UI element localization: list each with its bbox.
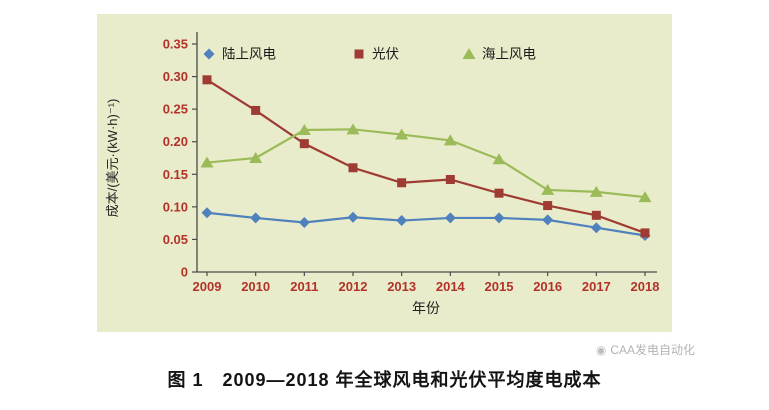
y-tick-label: 0.35 — [163, 37, 188, 52]
y-tick-label: 0.25 — [163, 102, 188, 117]
x-tick-label: 2014 — [436, 279, 466, 294]
y-tick-label: 0.05 — [163, 232, 188, 247]
x-tick-label: 2012 — [339, 279, 368, 294]
figure-caption: 图 1 2009—2018 年全球风电和光伏平均度电成本 — [167, 370, 602, 390]
series-offshore-wind — [200, 123, 652, 203]
axes: 0 0.05 0.10 0.15 0.20 0.25 0.30 0.35 2009 2010 201… — [105, 32, 659, 316]
legend: 陆上风电 光伏 海上风电 — [203, 47, 536, 62]
x-tick-label: 2013 — [387, 279, 416, 294]
watermark: ◉ CAA发电自动化 — [596, 341, 695, 358]
x-tick-label: 2018 — [631, 279, 660, 294]
caa-logo-icon: ◉ — [595, 342, 607, 357]
x-tick-label: 2011 — [290, 279, 318, 294]
chart-panel: 0 0.05 0.10 0.15 0.20 0.25 0.30 0.35 2009 2010 201… — [97, 14, 672, 332]
legend-label-solar-pv: 光伏 — [372, 47, 399, 62]
watermark-text: CAA发电自动化 — [610, 343, 695, 357]
y-tick-label: 0.30 — [163, 69, 188, 84]
line-chart: 0 0.05 0.10 0.15 0.20 0.25 0.30 0.35 2009 2010 201… — [105, 32, 659, 316]
y-tick-label: 0.10 — [163, 199, 188, 214]
series-solar-pv — [202, 75, 650, 238]
x-tick-label: 2016 — [533, 279, 562, 294]
series-onshore-wind — [201, 207, 651, 242]
x-tick-label: 2017 — [582, 279, 611, 294]
legend-label-onshore-wind: 陆上风电 — [222, 47, 276, 62]
x-axis-title: 年份 — [412, 300, 440, 316]
y-tick-label: 0 — [181, 265, 188, 280]
x-tick-label: 2010 — [241, 279, 270, 294]
y-tick-label: 0.20 — [163, 134, 188, 149]
y-tick-label: 0.15 — [163, 167, 188, 182]
y-axis-title: 成本/(美元·(kW·h)⁻¹) — [105, 99, 120, 218]
x-tick-label: 2009 — [193, 279, 222, 294]
legend-label-offshore-wind: 海上风电 — [482, 47, 536, 62]
x-tick-label: 2015 — [485, 279, 514, 294]
